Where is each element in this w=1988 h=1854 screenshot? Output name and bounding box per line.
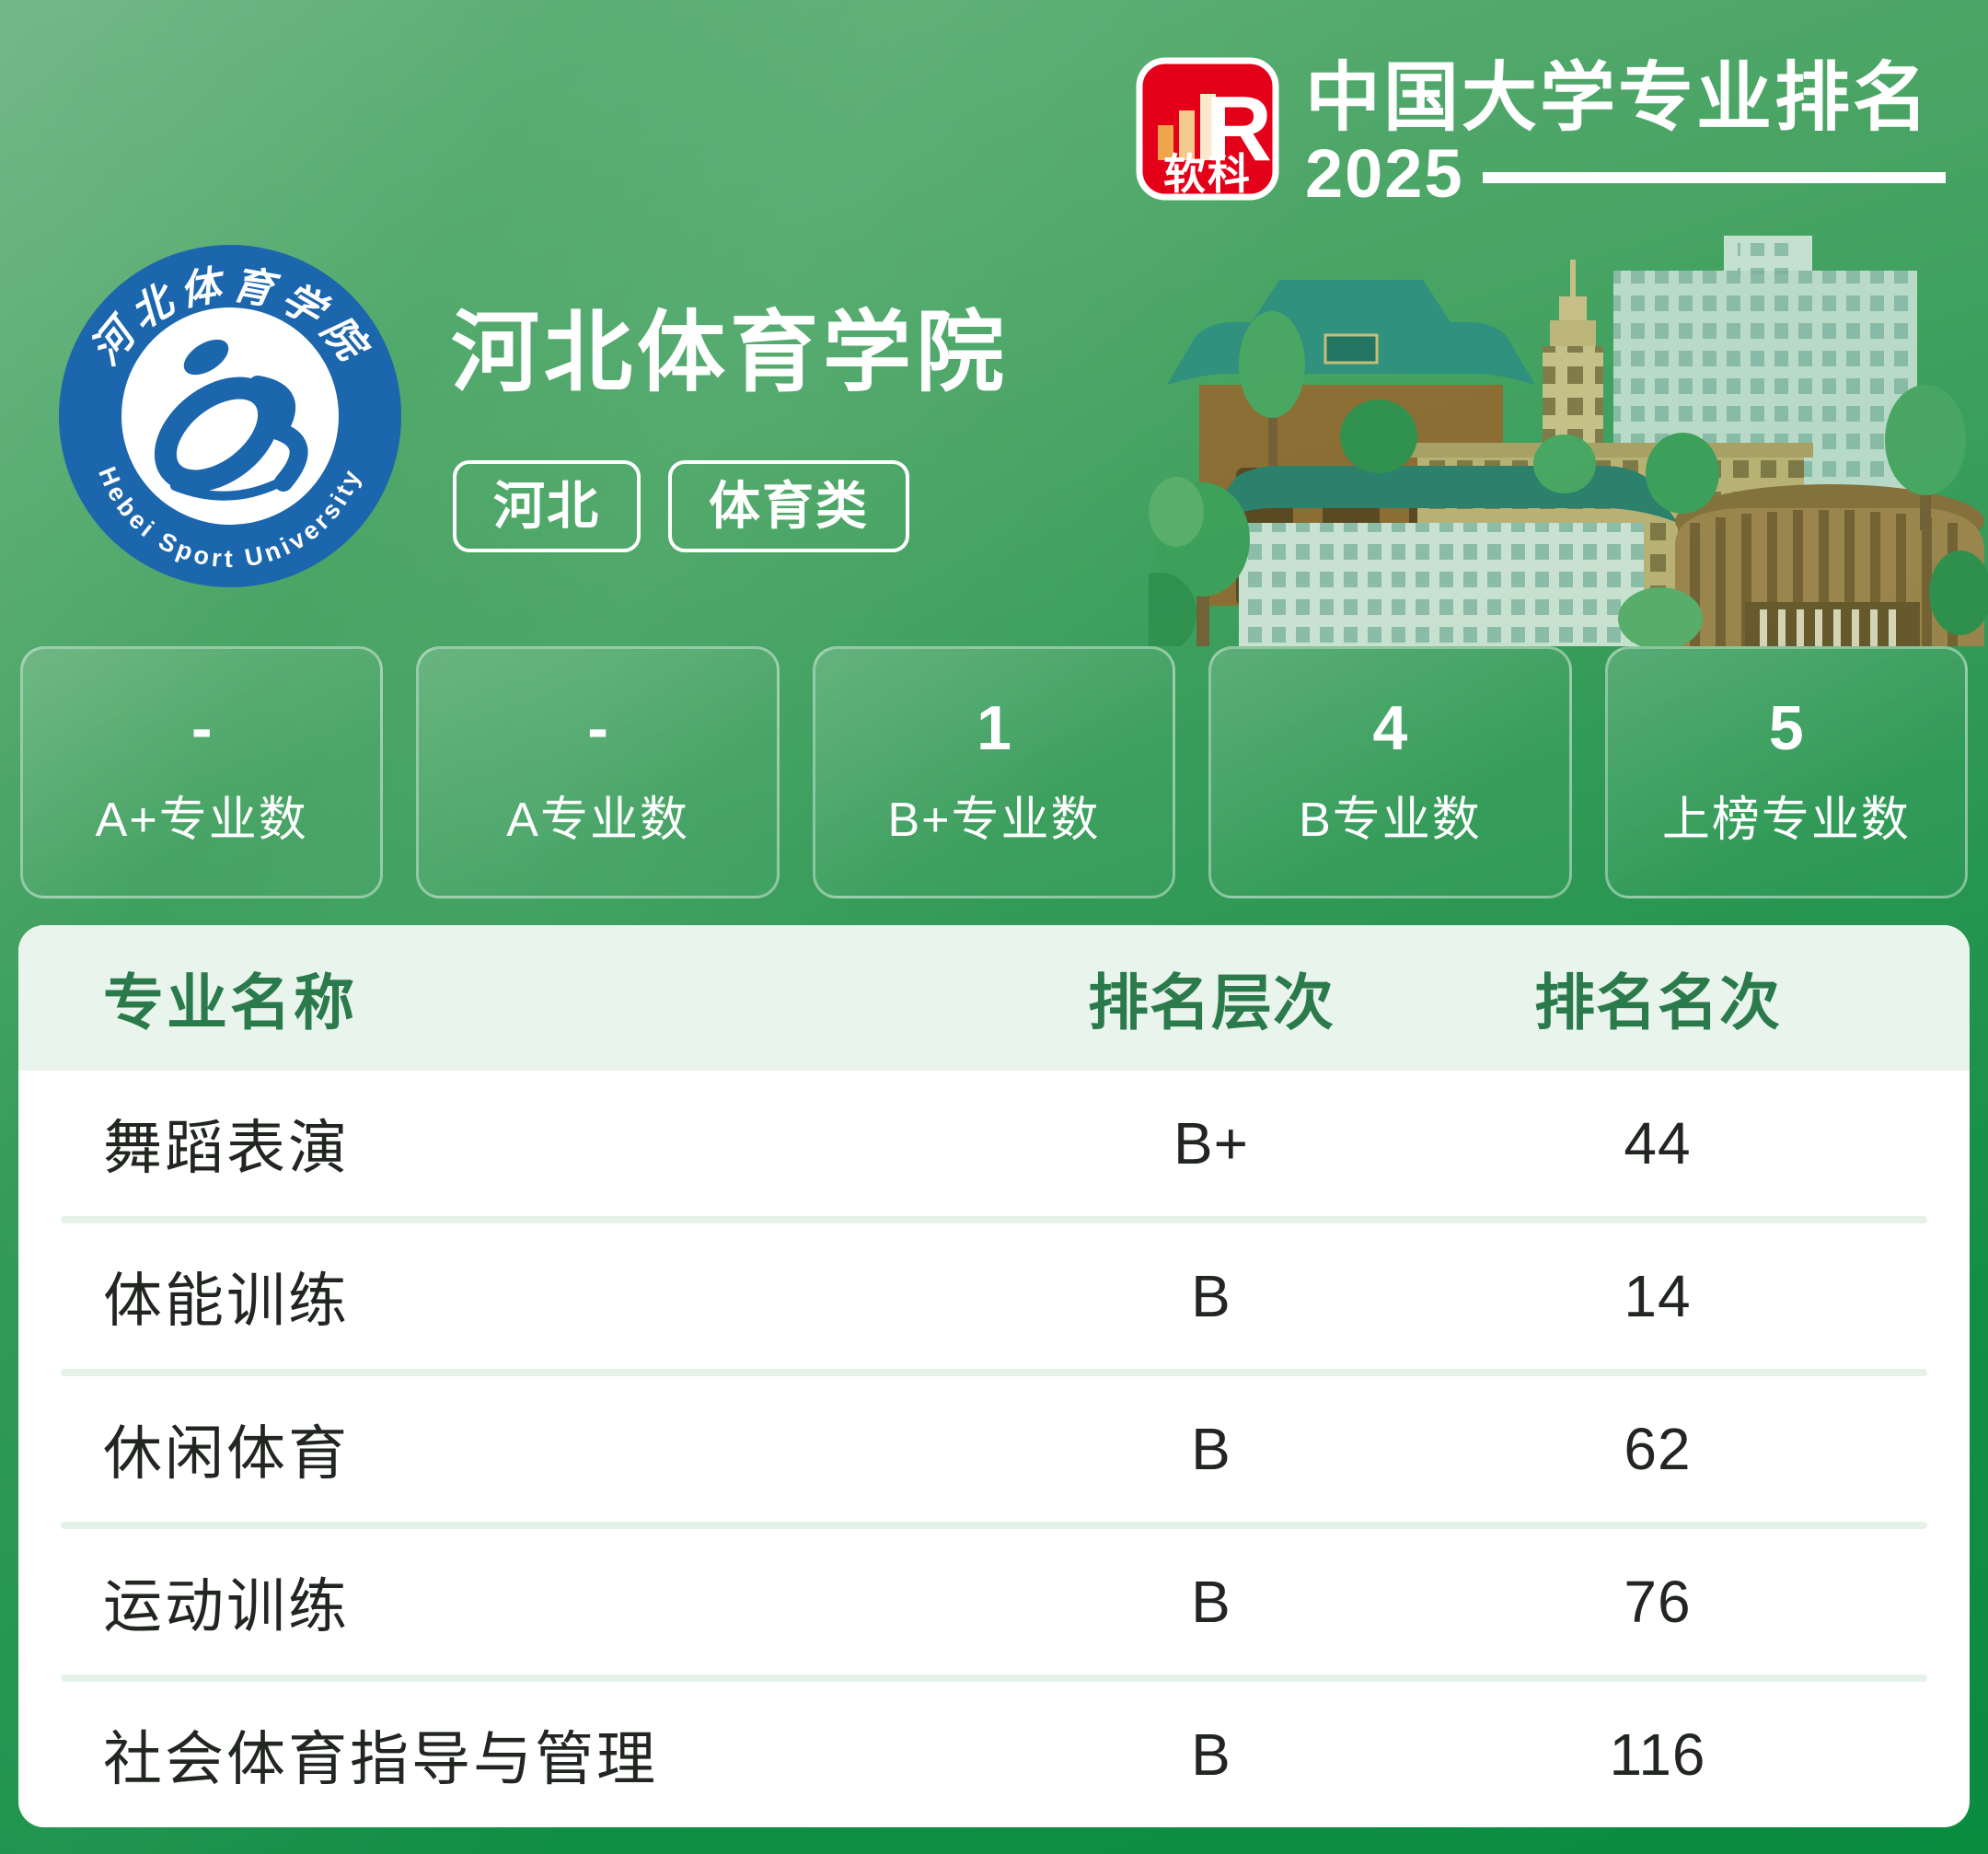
stat-label: 上榜专业数 <box>1661 794 1911 847</box>
ranking-table: 专业名称 排名层次 排名名次 舞蹈表演 B+ 44 体能训练 B 14 休闲体育… <box>18 925 1970 1827</box>
ranking-year-row: 2025 <box>1305 140 1946 208</box>
ranking-year: 2025 <box>1305 135 1464 212</box>
ruanke-logo-text: 软科 <box>1163 150 1252 198</box>
table-row: 运动训练 B 76 <box>18 1529 1970 1674</box>
year-underline-rule <box>1482 172 1946 183</box>
col-header-major: 专业名称 <box>103 968 357 1037</box>
table-row: 社会体育指导与管理 B 116 <box>18 1682 1970 1827</box>
table-header-row: 专业名称 排名层次 排名名次 <box>18 925 1970 1071</box>
stats-row: - A+专业数 - A专业数 1 B+专业数 4 B专业数 5 上榜专业数 <box>20 646 1969 898</box>
stat-box-a-plus: - A+专业数 <box>20 646 384 898</box>
tier-value: B <box>1191 1721 1231 1788</box>
stat-box-b: 4 B专业数 <box>1208 646 1572 898</box>
stat-value: 5 <box>1768 693 1804 763</box>
stat-label: B专业数 <box>1299 794 1482 847</box>
major-name: 运动训练 <box>103 1573 350 1640</box>
stat-value: 1 <box>977 693 1011 763</box>
row-divider <box>61 1216 1927 1223</box>
stat-box-a: - A专业数 <box>416 646 780 898</box>
stat-value: - <box>191 693 213 763</box>
row-divider <box>61 1522 1927 1529</box>
row-divider <box>61 1369 1927 1376</box>
stat-label: A专业数 <box>506 794 689 847</box>
rank-value: 116 <box>1609 1721 1706 1788</box>
stat-box-b-plus: 1 B+专业数 <box>812 646 1176 898</box>
rank-value: 62 <box>1624 1416 1692 1482</box>
teal-roof-hall <box>1204 466 1678 646</box>
major-name: 社会体育指导与管理 <box>103 1726 658 1792</box>
table-row: 舞蹈表演 B+ 44 <box>18 1071 1970 1216</box>
col-header-rank: 排名名次 <box>1534 968 1781 1037</box>
table-row: 体能训练 B 14 <box>18 1223 1970 1369</box>
seal-emblem-swoosh <box>154 339 308 501</box>
rank-value: 14 <box>1624 1263 1692 1329</box>
major-name: 舞蹈表演 <box>103 1115 350 1181</box>
university-logo: 河北体育学院 Hebei Sport University <box>59 245 401 587</box>
stat-box-listed-total: 5 上榜专业数 <box>1604 646 1969 898</box>
table-row: 休闲体育 B 62 <box>18 1376 1970 1522</box>
major-name: 休闲体育 <box>103 1420 350 1487</box>
rank-value: 44 <box>1624 1110 1692 1176</box>
ruanke-logo-icon: R 软科 <box>1136 57 1279 201</box>
tag-province: 河北 <box>453 460 641 552</box>
stat-label: B+专业数 <box>887 794 1101 847</box>
tier-value: B <box>1191 1569 1231 1635</box>
trees <box>1149 311 1988 646</box>
ranking-title: 中国大学专业排名 <box>1305 56 1932 140</box>
ruanke-bar-chart-icon <box>1158 94 1216 160</box>
stat-value: 4 <box>1372 693 1408 763</box>
col-header-tier: 排名层次 <box>1088 968 1335 1037</box>
major-name: 体能训练 <box>103 1268 350 1334</box>
tier-value: B <box>1191 1263 1231 1329</box>
campus-illustration <box>1149 236 1988 646</box>
stadium <box>1675 484 1984 646</box>
ruanke-logo-letter: R <box>1206 77 1272 180</box>
university-name: 河北体育学院 <box>451 304 1009 402</box>
rank-value: 76 <box>1624 1569 1692 1635</box>
tier-value: B <box>1191 1416 1231 1482</box>
tag-category: 体育类 <box>668 460 909 552</box>
stat-value: - <box>587 693 608 763</box>
stat-label: A+专业数 <box>95 794 308 847</box>
row-divider <box>61 1674 1927 1682</box>
tier-value: B+ <box>1173 1110 1250 1176</box>
university-tags: 河北 体育类 <box>453 460 909 552</box>
